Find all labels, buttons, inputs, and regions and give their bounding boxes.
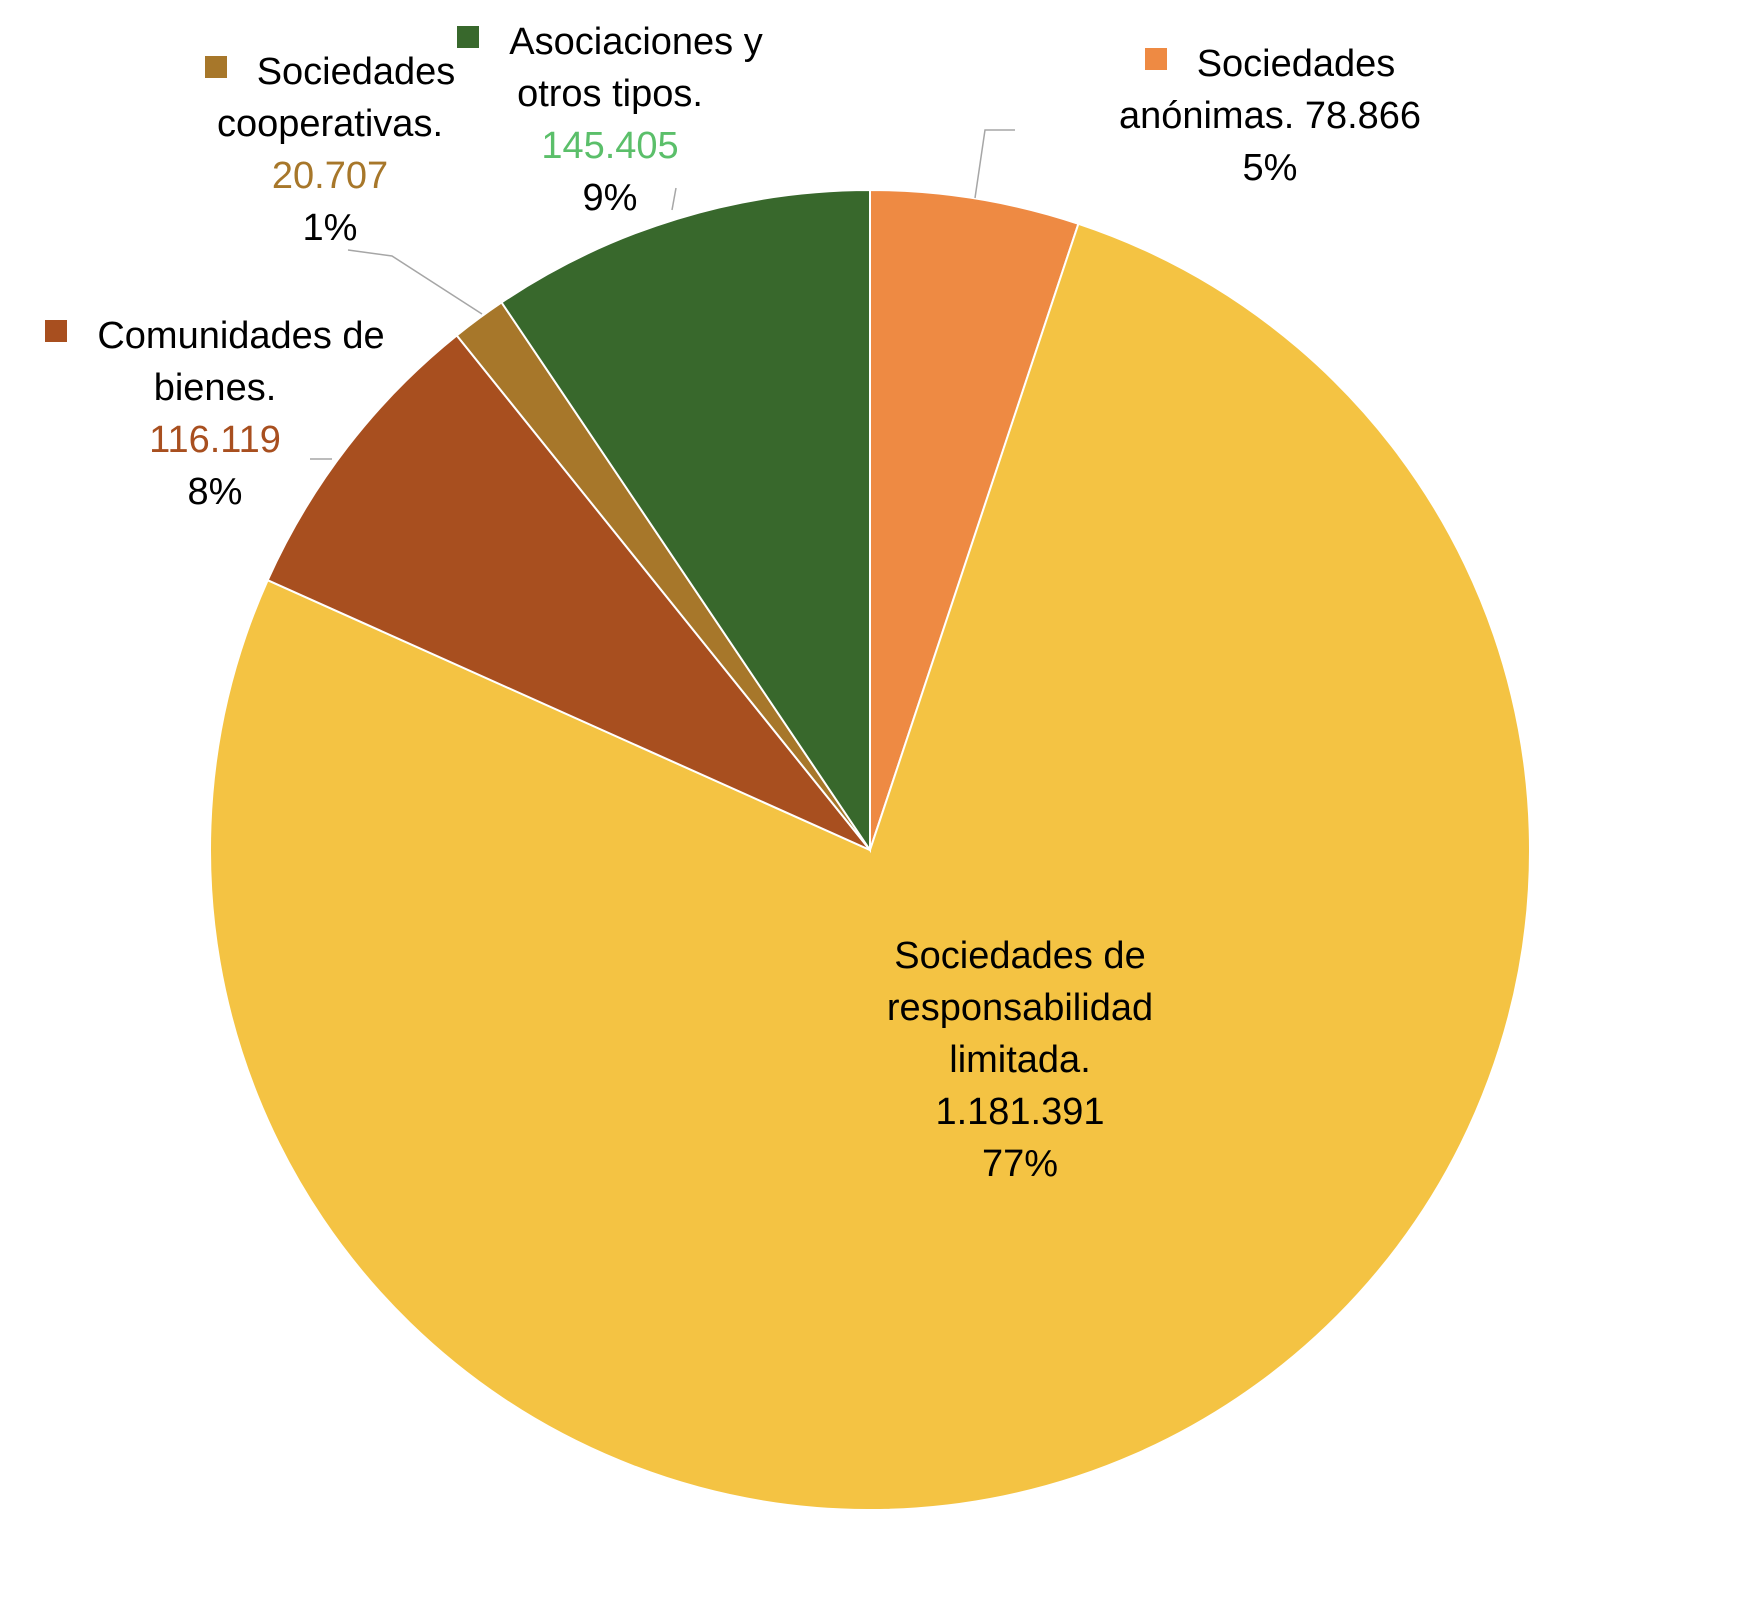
label-line: Asociaciones y [509, 21, 763, 63]
leader-line-sociedades-anonimas [974, 129, 1015, 199]
percent-label: 77% [981, 1143, 1059, 1185]
leader-line-sociedades-cooperativas [347, 249, 483, 315]
label-sociedades-responsabilidad-limitada: Sociedades de responsabilidad limitada. … [870, 930, 1170, 1190]
percent-label: 9% [582, 177, 638, 219]
label-line: responsabilidad [886, 987, 1154, 1029]
label-line: cooperativas. [216, 103, 443, 145]
pie-slice-comunidades-de-bienes [266, 334, 871, 851]
legend-swatch-sociedades-cooperativas [204, 56, 227, 78]
label-comunidades-de-bienes: Comunidades de bienes. 116.119 8% [20, 310, 410, 518]
legend-swatch-sociedades-anonimas [1144, 48, 1167, 70]
label-line: Comunidades de [97, 315, 385, 357]
value-label: 145.405 [541, 125, 679, 167]
label-line: bienes. [153, 367, 277, 409]
value-label: 20.707 [271, 155, 389, 197]
value-label: 116.119 [149, 419, 281, 461]
label-line: anónimas. 78.866 [1118, 95, 1422, 137]
percent-label: 1% [302, 207, 358, 249]
percent-label: 8% [187, 471, 243, 513]
value-label: 1.181.391 [935, 1091, 1105, 1133]
pie-slice-sociedades-de-responsabilidad-limitada [209, 222, 1531, 1511]
legend-swatch-comunidades-de-bienes [45, 320, 68, 342]
label-line: Sociedades [1196, 43, 1396, 85]
legend-swatch-asociaciones-y-otros-tipos [457, 26, 480, 48]
label-sociedades-anonimas: Sociedades anónimas. 78.866 5% [1080, 38, 1460, 194]
percent-label: 5% [1242, 147, 1298, 189]
label-sociedades-cooperativas: Sociedades cooperativas. 20.707 1% [150, 46, 510, 254]
label-line: Sociedades de [894, 935, 1146, 977]
label-asociaciones-y-otros-tipos: Asociaciones y otros tipos. 145.405 9% [410, 16, 810, 224]
label-line: otros tipos. [517, 73, 703, 115]
pie-slice-sociedades-anonimas [869, 188, 1080, 851]
leader-line-asociaciones-y-otros-tipos [671, 187, 677, 211]
label-line: Sociedades [256, 51, 456, 93]
label-line: limitada. [949, 1039, 1091, 1081]
pie-slice-asociaciones-y-otros-tipos [500, 188, 871, 854]
